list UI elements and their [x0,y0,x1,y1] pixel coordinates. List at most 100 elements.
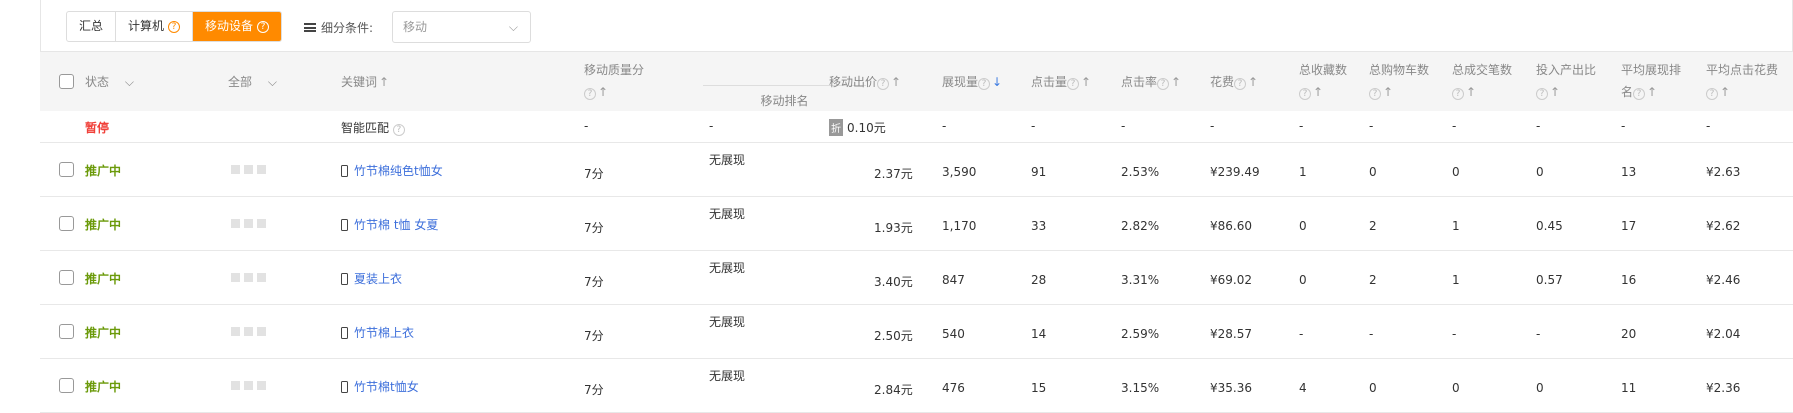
help-icon[interactable]: ? [877,78,890,90]
help-icon[interactable]: ? [1706,88,1718,100]
bid-cell[interactable]: 2.84元 [874,383,913,397]
impressions-cell: 847 [942,273,965,287]
keyword-link[interactable]: 竹节棉 t恤 女夏 [341,216,438,233]
help-icon: ? [257,20,270,33]
keyword-link[interactable]: 竹节棉纯色t恤女 [341,162,443,179]
help-icon[interactable]: ? [1452,88,1464,100]
row-checkbox[interactable] [59,162,74,177]
clicks-cell: 15 [1031,381,1047,395]
help-icon[interactable]: ? [1157,78,1170,90]
status-text: 推广中 [85,326,122,340]
impressions-cell: 3,590 [942,165,977,179]
discount-badge: 折 [829,119,843,136]
clicks-header-text: 点击量 [1031,75,1068,89]
impressions-header[interactable]: 展现量? ↓ [942,73,1002,90]
bid-header[interactable]: 移动出价? ↑ [829,73,901,90]
tab-label: 汇总 [79,19,104,33]
row-checkbox[interactable] [59,216,74,231]
favorites-cell: - [1299,119,1304,133]
status-text: 推广中 [85,218,122,232]
avg-rank-header-text: 平均展现排名 [1621,63,1682,99]
table-row: 推广中 竹节棉 t恤 女夏 无展现 7分 1.93元 1,170 33 2.82% ¥86.60… [40,197,1793,251]
roi-cell: - [1536,327,1541,341]
keyword-link[interactable]: 竹节棉上衣 [341,324,414,341]
roi-cell: 0 [1536,381,1544,395]
bid-cell[interactable]: 2.50元 [874,329,913,343]
mobile-icon [341,380,348,393]
keyword-text: 竹节棉上衣 [354,326,415,340]
clicks-cell: - [1031,119,1036,133]
filter-label-text: 细分条件: [321,21,374,35]
filter-select[interactable]: 移动 ⌵ [392,11,531,43]
cart-cell: - [1369,119,1374,133]
orders-cell: 0 [1452,381,1460,395]
select-all-checkbox[interactable] [59,74,74,89]
favorites-header[interactable]: 总收藏数? ↑ [1299,59,1347,103]
bid-cell[interactable]: 3.40元 [874,275,913,289]
help-icon[interactable]: ? [584,88,596,100]
sort-up-icon: ↑ [1647,85,1658,99]
sort-up-icon: ↑ [598,85,609,99]
cost-cell: ¥239.49 [1210,165,1260,179]
keyword-link[interactable]: 竹节棉t恤女 [341,378,419,395]
orders-header[interactable]: 总成交笔数? ↑ [1452,59,1512,103]
tab-0[interactable]: 汇总 [67,12,117,41]
help-icon[interactable]: ? [1633,88,1646,100]
sort-up-icon: ↑ [1466,85,1477,99]
roi-cell: - [1536,119,1541,133]
keyword-link[interactable]: 夏装上衣 [341,270,402,287]
all-filter[interactable]: 全部 ⌵ [228,73,277,90]
quality-cell: 7分 [584,167,604,181]
sort-up-icon: ↑ [1720,85,1731,99]
favorites-cell: 4 [1299,381,1307,395]
cart-cell: 2 [1369,219,1377,233]
tab-1[interactable]: 计算机? [116,12,194,41]
row-checkbox[interactable] [59,270,74,285]
roi-header[interactable]: 投入产出比? ↑ [1536,59,1596,103]
cost-cell: - [1210,119,1215,133]
avg-cpc-header[interactable]: 平均点击花费? ↑ [1706,59,1778,103]
help-icon[interactable]: ? [1234,78,1247,90]
ctr-cell: 2.59% [1121,327,1160,341]
keyword-header[interactable]: 关键词 ↑ [341,73,389,90]
cart-header[interactable]: 总购物车数? ↑ [1369,59,1429,103]
avg-cpc-cell: ¥2.04 [1706,327,1741,341]
help-icon[interactable]: ? [392,124,405,136]
roi-cell: 0.57 [1536,273,1563,287]
row-checkbox[interactable] [59,324,74,339]
avg-cpc-cell: ¥2.46 [1706,273,1741,287]
help-icon[interactable]: ? [1299,88,1311,100]
keyword-text: 竹节棉t恤女 [354,380,419,394]
mobile-icon [341,272,348,285]
cost-cell: ¥86.60 [1210,219,1252,233]
avg-rank-cell: 16 [1621,273,1637,287]
bid-cell[interactable]: 1.93元 [874,221,913,235]
help-icon[interactable]: ? [1536,88,1548,100]
mobile-icon [341,218,348,231]
help-icon[interactable]: ? [1067,78,1080,90]
orders-cell: - [1452,119,1457,133]
sort-up-icon: ↑ [379,75,390,89]
cart-cell: 2 [1369,273,1377,287]
rank-cell: 无展现 [709,261,746,275]
favorites-cell: 0 [1299,219,1307,233]
ctr-header[interactable]: 点击率? ↑ [1121,73,1181,90]
status-filter[interactable]: 状态 ⌵ [85,73,134,90]
cost-header[interactable]: 花费? ↑ [1210,73,1258,90]
bid-cell[interactable]: 折 0.10元 [829,119,886,136]
help-icon[interactable]: ? [1369,88,1381,100]
row-checkbox[interactable] [59,378,74,393]
avg-cpc-cell: ¥2.36 [1706,381,1741,395]
masked-placeholder [231,273,266,282]
orders-header-text: 总成交笔数 [1452,63,1513,77]
clicks-header[interactable]: 点击量? ↑ [1031,73,1091,90]
tab-2[interactable]: 移动设备? [193,12,282,41]
status-text: 推广中 [85,164,122,178]
help-icon: ? [168,20,181,33]
quality-header[interactable]: 移动质量分? ↑ [584,59,644,103]
sort-up-icon: ↑ [1383,85,1394,99]
help-icon[interactable]: ? [978,78,991,90]
orders-cell: 1 [1452,273,1460,287]
bid-cell[interactable]: 2.37元 [874,167,913,181]
avg-rank-header[interactable]: 平均展现排名? ↑ [1621,59,1691,103]
